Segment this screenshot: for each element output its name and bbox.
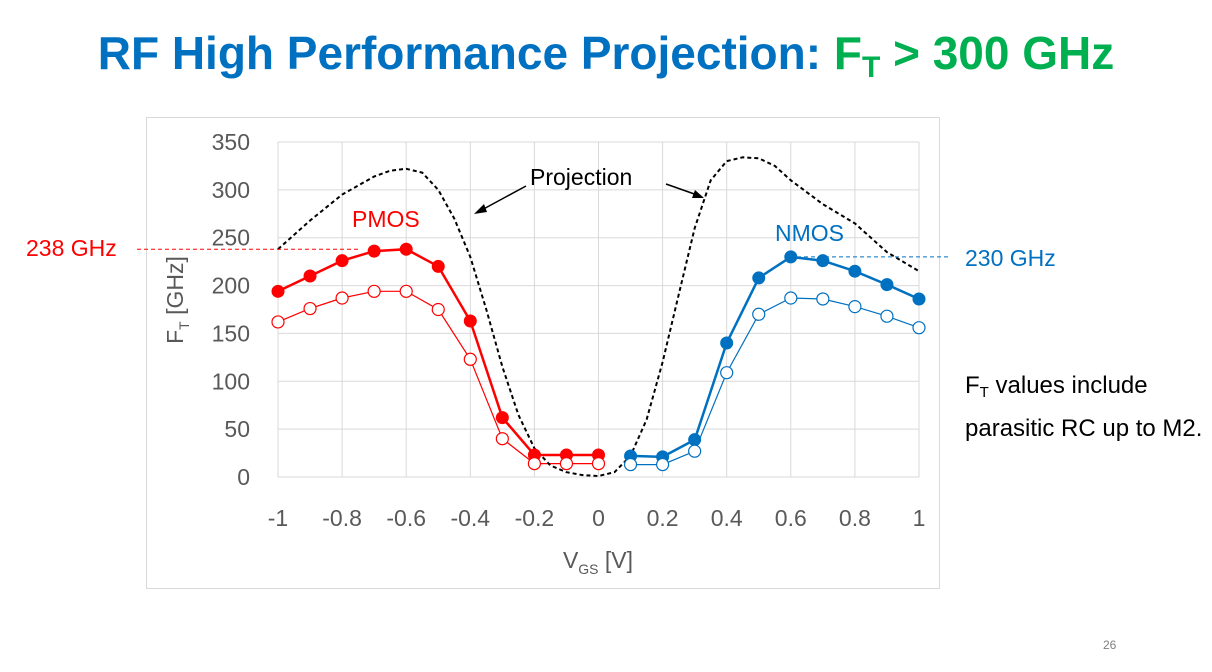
y-tick-label: 200	[212, 273, 250, 299]
slide-title: RF High Performance Projection: FT > 300…	[0, 26, 1212, 85]
x-tick-label: -1	[268, 505, 288, 531]
nmos-open-point	[816, 292, 830, 306]
nmos-filled-point	[880, 278, 894, 292]
nmos-filled-point	[848, 264, 862, 278]
title-claim: > 300 GHz	[880, 27, 1115, 79]
pmos-filled-point	[399, 242, 413, 256]
y-tick-label: 350	[212, 129, 250, 155]
nmos-filled-point	[720, 336, 734, 350]
pmos-open-point	[463, 352, 477, 366]
nmos-filled-line	[630, 255, 920, 459]
chart-frame	[146, 117, 940, 589]
x-tick-label: -0.6	[386, 505, 426, 531]
x-tick-label: 0.8	[839, 505, 871, 531]
pmos-open-point	[495, 432, 509, 446]
pmos-peak-label: 238 GHz	[26, 235, 117, 261]
note-f: F	[965, 372, 980, 399]
nmos-series-label: NMOS	[775, 220, 844, 246]
pmos-open-point	[303, 301, 317, 316]
note-subscript: T	[979, 384, 989, 401]
y-tick-label: 300	[212, 177, 250, 203]
nmos-open-point	[720, 366, 734, 380]
x-tick-label: -0.2	[515, 505, 555, 531]
pmos-open-point	[271, 315, 285, 329]
pmos-filled-point	[271, 284, 285, 298]
pmos-filled-point	[495, 411, 509, 425]
title-ft-subscript: T	[861, 51, 881, 84]
projection-arrow-right-head	[692, 190, 704, 198]
x-tick-label: 1	[913, 505, 926, 531]
nmos-filled-point	[752, 271, 766, 285]
pmos-open-point	[527, 457, 542, 471]
projection-line	[277, 156, 920, 477]
pmos-filled-point	[463, 314, 477, 328]
ft-footnote: FT values include parasitic RC up to M2.	[965, 368, 1212, 447]
nmos-open-point	[752, 307, 766, 321]
nmos-open-point	[848, 300, 862, 314]
pmos-filled-point	[367, 244, 381, 258]
projection-arrow-left-head	[474, 204, 487, 214]
nmos-filled-point	[688, 433, 702, 447]
nmos-open-point	[912, 321, 926, 335]
pmos-filled-line	[277, 247, 599, 457]
pmos-open-point	[431, 302, 445, 317]
slide-number: 26	[1103, 638, 1117, 652]
x-tick-label: 0.6	[775, 505, 807, 531]
y-tick-label: 50	[224, 416, 250, 442]
y-tick-label: 250	[212, 225, 250, 251]
x-tick-label: -0.8	[322, 505, 362, 531]
pmos-open-point	[335, 291, 349, 305]
pmos-filled-point	[335, 254, 349, 268]
pmos-open-line	[277, 290, 599, 465]
x-tick-label: 0.2	[647, 505, 679, 531]
title-highlight: FT > 300 GHz	[833, 27, 1115, 84]
y-tick-label: 100	[212, 368, 250, 394]
nmos-filled-point	[816, 254, 830, 268]
pmos-open-point	[399, 284, 413, 298]
nmos-filled-point	[912, 292, 926, 306]
nmos-filled-point	[784, 250, 798, 264]
nmos-open-point	[623, 457, 638, 472]
pmos-open-point	[559, 457, 574, 471]
x-axis-label: VGS [V]	[563, 547, 633, 577]
x-tick-label: -0.4	[450, 505, 490, 531]
pmos-filled-point	[303, 269, 317, 283]
y-tick-label: 0	[237, 464, 250, 490]
nmos-open-point	[784, 291, 798, 305]
projection-label: Projection	[530, 164, 632, 190]
y-axis-label: FT [GHz]	[162, 256, 192, 344]
pmos-open-point	[367, 284, 381, 298]
title-main: RF High Performance Projection:	[97, 27, 834, 79]
pmos-open-point	[591, 457, 606, 471]
y-tick-label: 150	[212, 320, 250, 346]
x-tick-label: 0.4	[711, 505, 743, 531]
nmos-open-point	[655, 457, 670, 472]
nmos-open-point	[880, 309, 894, 323]
nmos-open-point	[688, 444, 702, 458]
x-tick-label: 0	[592, 505, 605, 531]
title-ft-letter: F	[833, 27, 862, 79]
note-text: values include parasitic RC up to M2.	[965, 372, 1203, 442]
nmos-peak-label: 230 GHz	[965, 245, 1056, 271]
projection-arrow-left	[477, 185, 527, 213]
nmos-open-line	[630, 297, 920, 466]
pmos-filled-point	[431, 259, 445, 273]
pmos-series-label: PMOS	[352, 206, 420, 232]
